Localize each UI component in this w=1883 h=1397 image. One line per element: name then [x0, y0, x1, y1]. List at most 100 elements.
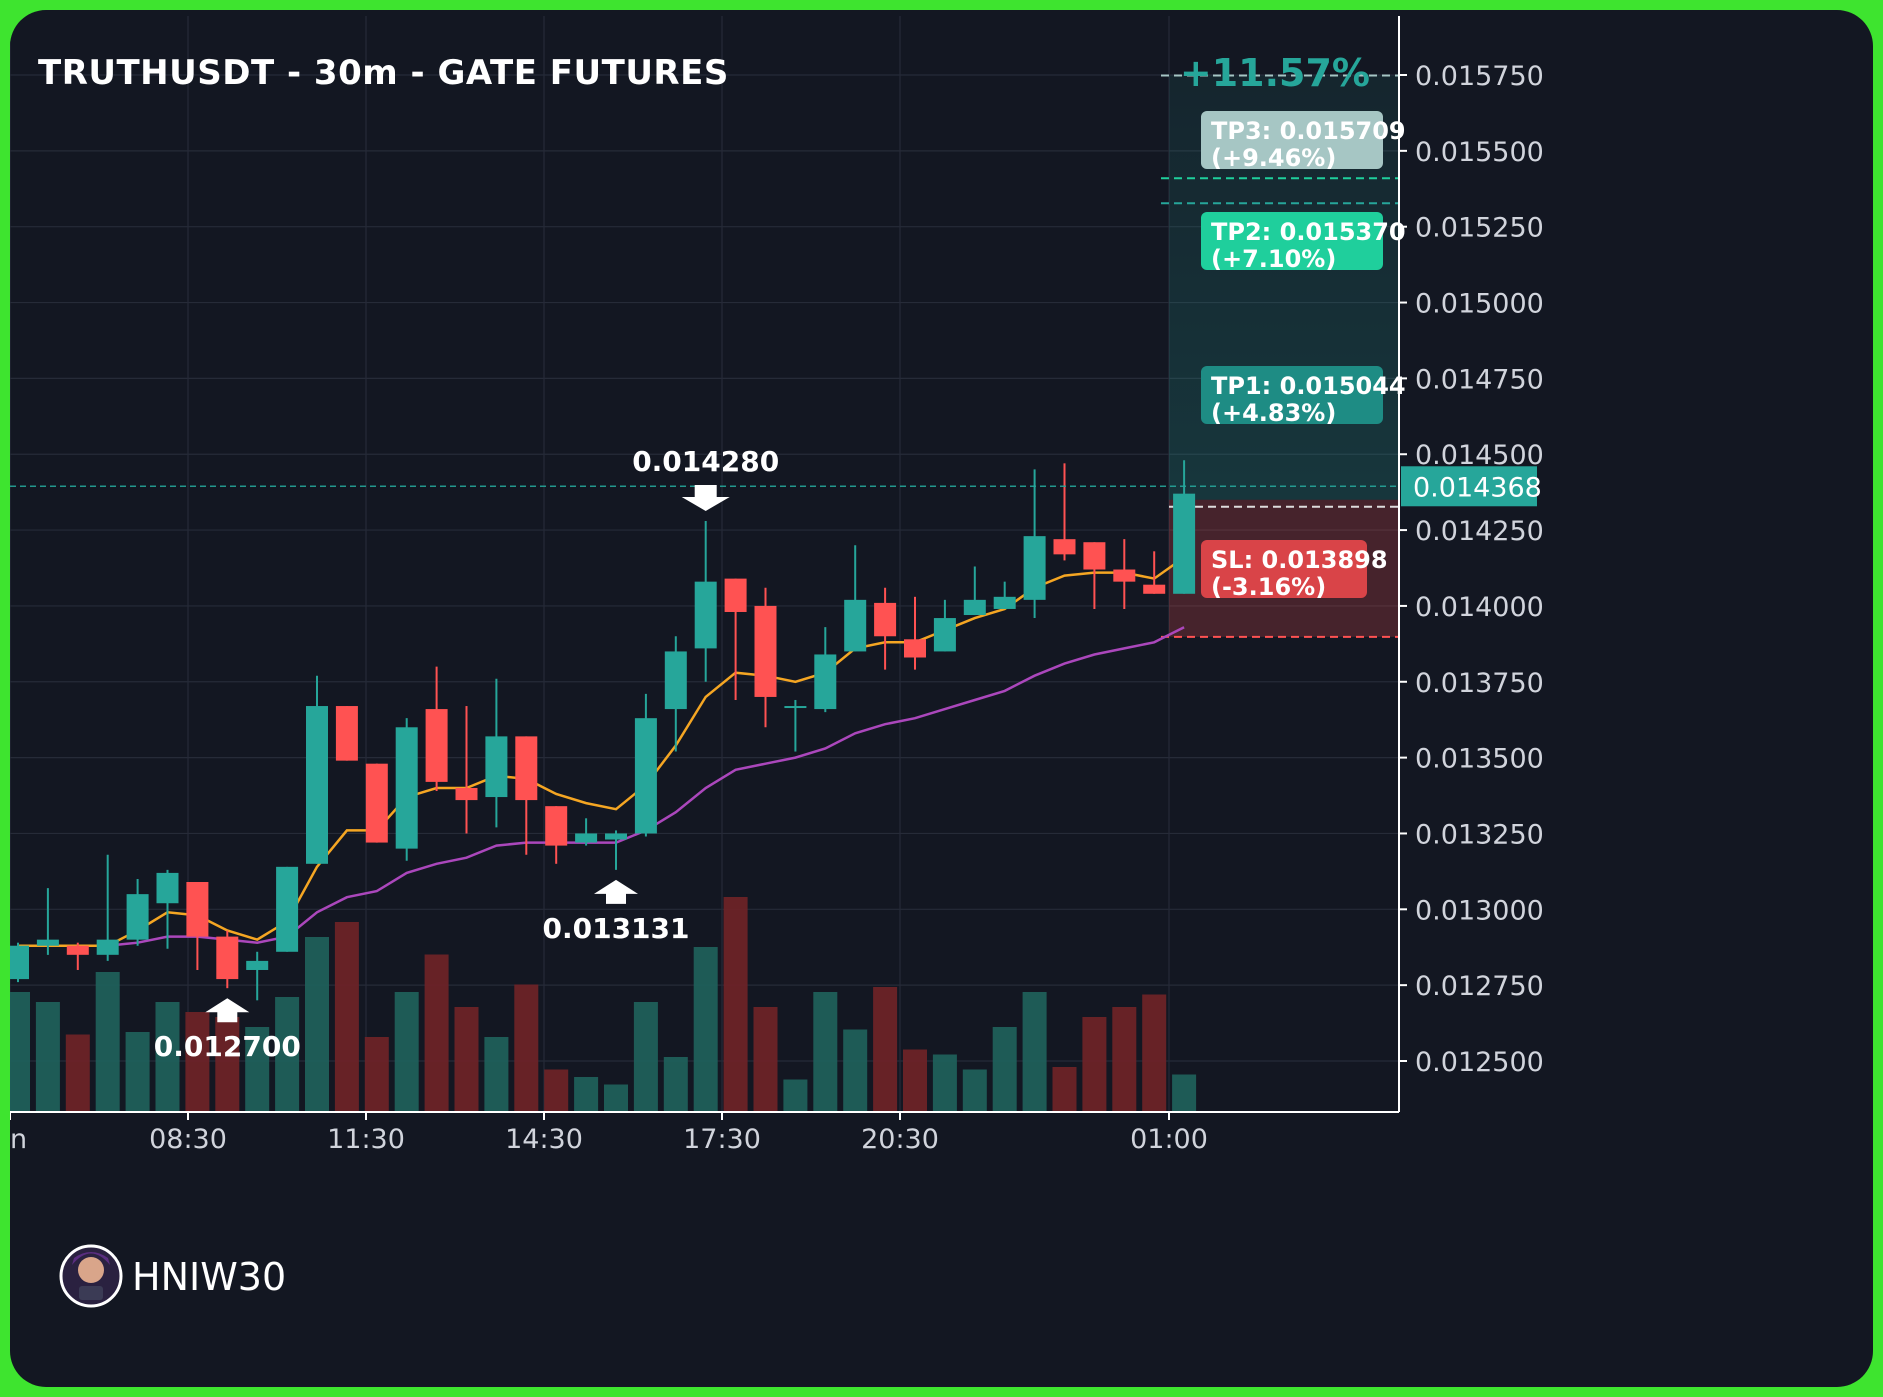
- y-tick-label: 0.013250: [1415, 819, 1544, 850]
- x-tick-label: 14:30: [505, 1124, 583, 1155]
- candle-body: [1083, 542, 1106, 570]
- candles: [10, 460, 1399, 1001]
- tp2-box: [1201, 212, 1383, 270]
- current-price-tag: [1401, 466, 1537, 507]
- volume-bar: [125, 1032, 150, 1112]
- volume-bar: [813, 992, 838, 1112]
- candle-body: [216, 936, 239, 980]
- volume-bar: [10, 992, 30, 1112]
- volume-bars: [10, 897, 1197, 1112]
- candle-body: [36, 939, 59, 946]
- chart-frame: 0.012700 0.013131 0.014280 TP3: 0.015709 (+9…: [10, 10, 1873, 1387]
- candle-body: [1023, 536, 1046, 600]
- y-tick-label: 0.015500: [1415, 137, 1544, 168]
- y-tick-label: 0.013000: [1415, 895, 1544, 926]
- y-tick-label: 0.013750: [1415, 668, 1544, 699]
- volume-bar: [364, 1037, 389, 1112]
- sl-box: [1201, 540, 1367, 598]
- x-tick-label: 17:30: [683, 1124, 761, 1155]
- volume-bar: [95, 972, 120, 1112]
- volume-bar: [35, 1002, 60, 1112]
- volume-bar: [1142, 994, 1167, 1112]
- candle-body: [545, 806, 568, 846]
- candle-body: [96, 939, 119, 955]
- axes: 0.015750 0.015500 0.015250 0.015000 0.014750…: [10, 16, 1544, 1155]
- tp1-label: TP1: 0.015044: [1211, 372, 1406, 400]
- annotation-label: 0.012700: [154, 1030, 301, 1063]
- candle-body: [186, 882, 209, 937]
- avatar-shirt-icon: [79, 1286, 103, 1300]
- sl-label: SL: 0.013898: [1211, 546, 1388, 574]
- y-tick-label: 0.015250: [1415, 213, 1544, 244]
- candle-body: [395, 727, 418, 849]
- volume-bar: [843, 1029, 868, 1112]
- volume-bar: [663, 1057, 688, 1112]
- y-tick-label: 0.015750: [1415, 61, 1544, 92]
- y-tick-label: 0.015000: [1415, 289, 1544, 320]
- annotation-label: 0.014280: [632, 445, 779, 478]
- candle-body: [126, 894, 149, 940]
- candle-body: [455, 787, 478, 801]
- x-tick-label: 11:30: [327, 1124, 405, 1155]
- chart-title: TRUTHUSDT - 30m - GATE FUTURES: [38, 53, 729, 93]
- candle-body: [963, 599, 986, 616]
- candle-body: [874, 602, 897, 637]
- volume-bar: [155, 1002, 180, 1112]
- volume-bar: [992, 1027, 1017, 1112]
- ema-fast-line: [18, 556, 1185, 947]
- volume-bar: [693, 947, 718, 1112]
- candle-body: [724, 578, 747, 612]
- candle-body: [575, 833, 598, 843]
- tp1-pct: (+4.83%): [1211, 399, 1336, 427]
- volume-bar: [574, 1077, 599, 1112]
- candle-body: [306, 706, 328, 864]
- candle-body: [1113, 569, 1136, 582]
- candle-body: [10, 945, 29, 980]
- tp3-label: TP3: 0.015709: [1211, 117, 1406, 145]
- ema-lines: [18, 556, 1185, 947]
- volume-bar: [454, 1007, 479, 1112]
- candle-body: [904, 639, 926, 658]
- volume-bar: [394, 992, 419, 1112]
- candle-body: [694, 581, 717, 649]
- volume-bar: [215, 1017, 240, 1112]
- annotation-label: 0.013131: [542, 912, 689, 945]
- current-price-label: 0.014368: [1413, 472, 1542, 503]
- candle-body: [1173, 493, 1196, 594]
- candle-body: [365, 763, 388, 843]
- x-tick-label: 20:30: [861, 1124, 939, 1155]
- volume-bar: [514, 984, 539, 1112]
- candlestick-chart[interactable]: 0.012700 0.013131 0.014280 TP3: 0.015709(+9…: [10, 10, 1873, 1387]
- volume-bar: [424, 954, 449, 1112]
- candle-body: [1053, 539, 1076, 555]
- volume-bar: [753, 1007, 778, 1112]
- candle-body: [1143, 584, 1166, 594]
- y-tick-label: 0.012500: [1415, 1047, 1544, 1078]
- ema-slow-line: [18, 626, 1185, 947]
- y-tick-label: 0.012750: [1415, 971, 1544, 1002]
- volume-bar: [484, 1037, 509, 1112]
- candle-body: [844, 599, 867, 652]
- volume-bar: [1052, 1067, 1077, 1112]
- y-tick-label: 0.014750: [1415, 364, 1544, 395]
- annotations: 0.012700 0.013131 0.014280 TP3: 0.015709(+9…: [154, 111, 1406, 1063]
- tp2-label: TP2: 0.015370: [1211, 218, 1406, 246]
- arrow-up-icon: [205, 998, 250, 1023]
- candle-body: [993, 596, 1016, 609]
- sl-pct: (-3.16%): [1211, 573, 1326, 601]
- tp2-pct: (+7.10%): [1211, 245, 1336, 273]
- candle-body: [425, 709, 448, 782]
- volume-bar: [962, 1069, 987, 1112]
- volume-bar: [723, 897, 748, 1112]
- volume-bar: [65, 1034, 90, 1112]
- candle-body: [485, 736, 508, 798]
- avatar-face-icon: [78, 1257, 104, 1283]
- candle-body: [156, 872, 179, 904]
- tp1-box: [1201, 366, 1383, 424]
- candle-body: [664, 651, 687, 710]
- candle-body: [276, 866, 299, 952]
- y-tick-label: 0.014000: [1415, 592, 1544, 623]
- candle-body: [66, 945, 89, 955]
- candle-body: [754, 605, 777, 697]
- candle-body: [634, 718, 657, 834]
